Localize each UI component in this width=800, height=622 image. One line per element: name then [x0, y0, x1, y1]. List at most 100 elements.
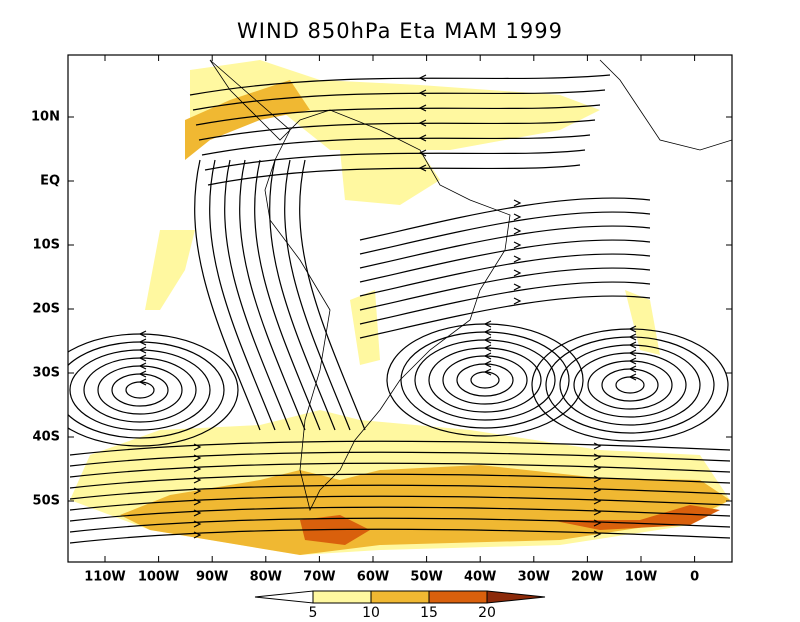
stream-arrow [483, 328, 492, 336]
streamline [239, 159, 306, 431]
streamline [198, 119, 596, 141]
stream-arrow [418, 119, 427, 127]
lat-label: 10N [31, 110, 60, 125]
lon-label: 70W [303, 570, 335, 585]
stream-arrow [193, 531, 202, 539]
colorbar-segment [312, 590, 372, 604]
streamline [69, 506, 731, 522]
colorbar-segment [370, 590, 430, 604]
lat-label: 40S [33, 430, 60, 445]
wind-field [68, 59, 732, 555]
stream-arrow [193, 487, 202, 495]
stream-arrow [483, 360, 492, 368]
stream-arrow [418, 74, 427, 82]
streamline [192, 89, 606, 111]
stream-arrow [193, 476, 202, 484]
stream-arrow [193, 454, 202, 462]
stream-arrow [513, 269, 522, 277]
streamline [195, 104, 601, 126]
stream-arrow [193, 443, 202, 451]
stream-arrow [138, 362, 147, 370]
lat-label: 50S [33, 494, 60, 509]
streamline [299, 159, 366, 431]
stream-arrow [593, 508, 602, 516]
streamlines [68, 74, 731, 544]
lat-label: 10S [33, 238, 60, 253]
stream-arrow [593, 453, 602, 461]
streamline [224, 159, 291, 431]
stream-arrow [593, 464, 602, 472]
stream-arrow [628, 349, 637, 357]
lon-label: 90W [196, 570, 228, 585]
streamline [209, 159, 276, 431]
lat-label: 30S [33, 366, 60, 381]
lon-label: 40W [464, 570, 496, 585]
lon-label: 0 [690, 570, 699, 585]
stream-arrow [593, 442, 602, 450]
stream-arrow [418, 89, 427, 97]
lat-label: EQ [40, 174, 60, 189]
streamline [204, 149, 586, 171]
lon-label: 30W [518, 570, 550, 585]
lon-label: 50W [410, 570, 442, 585]
stream-arrow [593, 530, 602, 538]
streamline [69, 495, 731, 511]
stream-arrow [593, 519, 602, 527]
stream-arrow [628, 373, 637, 381]
colorbar-label: 5 [309, 605, 318, 618]
stream-arrow [483, 352, 492, 360]
stream-arrow [193, 465, 202, 473]
stream-arrow [593, 486, 602, 494]
stream-arrow [513, 255, 522, 263]
streamline [359, 225, 651, 269]
stream-arrow [513, 241, 522, 249]
stream-arrow [513, 283, 522, 291]
streamline [284, 159, 351, 431]
colorbar-label: 10 [362, 605, 380, 618]
stream-arrow [628, 365, 637, 373]
streamline [359, 267, 651, 311]
stream-arrow [138, 378, 147, 386]
stream-arrow [513, 297, 522, 305]
stream-arrow [483, 320, 492, 328]
stream-arrow [138, 346, 147, 354]
stream-arrow [193, 509, 202, 517]
shade-20 [550, 505, 720, 530]
stream-arrow [138, 354, 147, 362]
lon-label: 80W [250, 570, 282, 585]
stream-arrow [628, 357, 637, 365]
streamline [69, 451, 731, 467]
axes: 10N EQ 10S 20S 30S 40S 50S 110W 100W 90W 80W 70W 60W… [31, 55, 732, 585]
streamline [359, 239, 651, 283]
lon-label: 100W [138, 570, 179, 585]
colorbar-label: 15 [420, 605, 438, 618]
colorbar-label: 20 [478, 605, 496, 618]
lon-label: 60W [357, 570, 389, 585]
lat-label: 20S [33, 302, 60, 317]
streamline [69, 484, 731, 500]
colorbar-segment [254, 590, 314, 604]
streamline [359, 211, 651, 255]
stream-arrow [418, 134, 427, 142]
lon-label: 10W [625, 570, 657, 585]
coastline [599, 59, 732, 151]
stream-arrow [483, 368, 492, 376]
stream-arrow [513, 199, 522, 207]
colorbar-segment [428, 590, 488, 604]
streamline [69, 462, 731, 478]
streamline [359, 253, 651, 297]
stream-arrow [628, 325, 637, 333]
streamline [189, 74, 611, 96]
stream-arrow [593, 475, 602, 483]
shade-10 [350, 290, 380, 365]
stream-arrow [418, 104, 427, 112]
streamline [69, 517, 731, 533]
colorbar-segment [486, 590, 546, 604]
shade-15 [185, 80, 310, 160]
stream-arrow [193, 520, 202, 528]
streamline [69, 528, 731, 544]
stream-arrow [418, 149, 427, 157]
stream-arrow [593, 497, 602, 505]
stream-arrow [628, 333, 637, 341]
